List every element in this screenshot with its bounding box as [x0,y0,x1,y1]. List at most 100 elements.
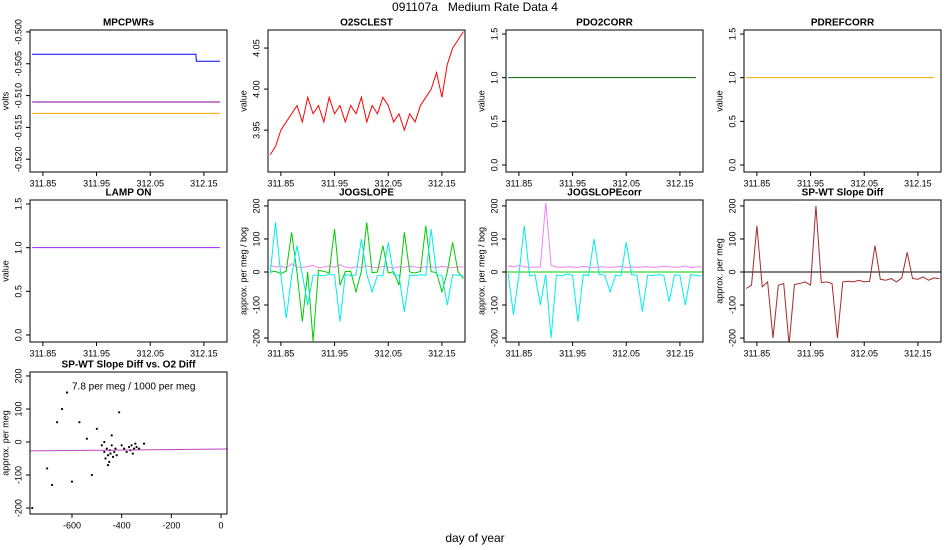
x-tick-label: 311.85 [29,178,56,188]
scatter-point [85,437,88,440]
panel-title: PDREFCORR [811,18,875,29]
plot-frame [29,199,228,343]
series-line [270,222,464,342]
x-tick-label: 311.85 [505,348,532,358]
series-line [269,31,464,156]
x-tick-label: 312.05 [612,348,640,358]
panel-title: SP-WT Slope Diff [802,188,884,199]
y-tick-label: -200 [727,329,737,347]
y-tick-label: 200 [727,198,737,213]
y-axis-label: value [714,90,724,112]
panel-title: O2SCLEST [340,18,393,29]
y-tick-label: -0.510 [13,83,23,109]
y-tick-label: 1.0 [13,241,23,254]
y-tick-label: 1.5 [489,28,499,41]
x-tick-label: 311.95 [559,178,586,188]
panel-title: LAMP ON [106,188,152,199]
scatter-point [105,447,108,450]
plot-area [269,222,464,342]
y-tick-label: 100 [13,401,23,416]
y-tick-label: -100 [251,296,261,314]
scatter-point [134,442,137,445]
scatter-point [118,411,121,414]
plot-area [506,202,703,339]
y-tick-label: -100 [489,296,499,314]
x-tick-label: 311.95 [797,348,824,358]
panel: PDO2CORR value 311.85 311.95 312.05 312.15 0.0… [476,18,704,188]
x-tick-label: 312.05 [374,348,402,358]
panel: MPCPWRs volts 311.85 311.95 312.05 312.15 -0.5… [0,18,228,188]
scatter-point [90,473,93,477]
x-tick-label: 311.85 [267,178,294,188]
x-tick-label: 312.05 [136,348,164,358]
scatter-point [106,454,110,457]
x-tick-label: 311.95 [797,178,824,188]
scatter-point [51,483,54,487]
y-axis-label: value [476,90,486,112]
panel-title: JOGSLOPEcorr [567,188,642,199]
x-tick-label: 311.85 [743,178,770,188]
y-tick-label: 0.5 [489,115,499,128]
x-tick-label: -400 [113,520,131,530]
y-tick-label: 0 [13,440,23,445]
y-tick-label: 0.5 [727,115,737,128]
scatter-point [60,407,64,411]
scatter-point [123,447,126,450]
scatter-point [31,506,34,510]
plot-area [32,53,221,114]
y-tick-label: 100 [727,231,737,246]
plot-frame [267,199,466,343]
panel-title: MPCPWRs [103,18,155,29]
plot-frame [505,29,704,173]
y-tick-label: 100 [489,231,499,246]
y-tick-label: 0 [489,269,499,274]
scatter-point [70,480,74,483]
y-tick-label: 200 [251,198,261,213]
scatter-point [137,447,141,450]
y-tick-label: -0.505 [13,51,23,77]
panel: JOGSLOPEcorr approx. per meg / bog 311.85 3… [476,188,704,358]
fit-line [30,448,227,452]
x-tick-label: 312.15 [190,348,218,358]
scatter-point [65,391,69,394]
scatter-point [125,450,128,454]
y-tick-label: -0.520 [13,146,23,172]
scatter-point [132,447,136,450]
scatter-point [142,442,146,445]
plot-area [30,391,227,510]
scatter-point [78,421,81,424]
y-tick-label: -200 [251,329,261,347]
scatter-point [114,447,117,450]
x-tick-label: 311.85 [29,348,56,358]
panel: SP-WT Slope Diff vs. O2 Diff approx. per … [0,360,228,530]
x-axis-label: day of year [445,531,504,545]
x-tick-label: 312.05 [136,178,164,188]
x-tick-label: 312.15 [190,178,218,188]
series-line [270,263,464,269]
y-tick-label: -200 [489,329,499,347]
y-tick-label: 1.0 [727,71,737,84]
y-tick-label: 200 [489,198,499,213]
x-tick-label: 311.95 [83,178,110,188]
y-tick-label: 0.0 [489,159,499,172]
scatter-point [115,454,118,457]
x-tick-label: 311.95 [321,178,348,188]
panel-title: SP-WT Slope Diff vs. O2 Diff [62,360,197,371]
x-tick-label: 312.15 [904,178,932,188]
x-tick-label: 312.05 [374,178,402,188]
annotation: 7.8 per meg / 1000 per meg [72,382,195,393]
x-tick-label: -600 [63,520,81,530]
panel-title: JOGSLOPE [339,188,394,199]
y-tick-label: 0.0 [13,329,23,342]
x-tick-label: -200 [162,520,180,530]
plot-frame [743,29,942,173]
series-line [269,222,464,322]
y-axis-label: volts [0,91,10,110]
scatter-point [46,467,49,470]
panel: LAMP ON value 311.85 311.95 312.05 312.15 0.0 0… [0,188,228,358]
scatter-point [128,445,131,449]
y-tick-label: 0.5 [13,285,23,298]
plot-frame [29,29,228,173]
